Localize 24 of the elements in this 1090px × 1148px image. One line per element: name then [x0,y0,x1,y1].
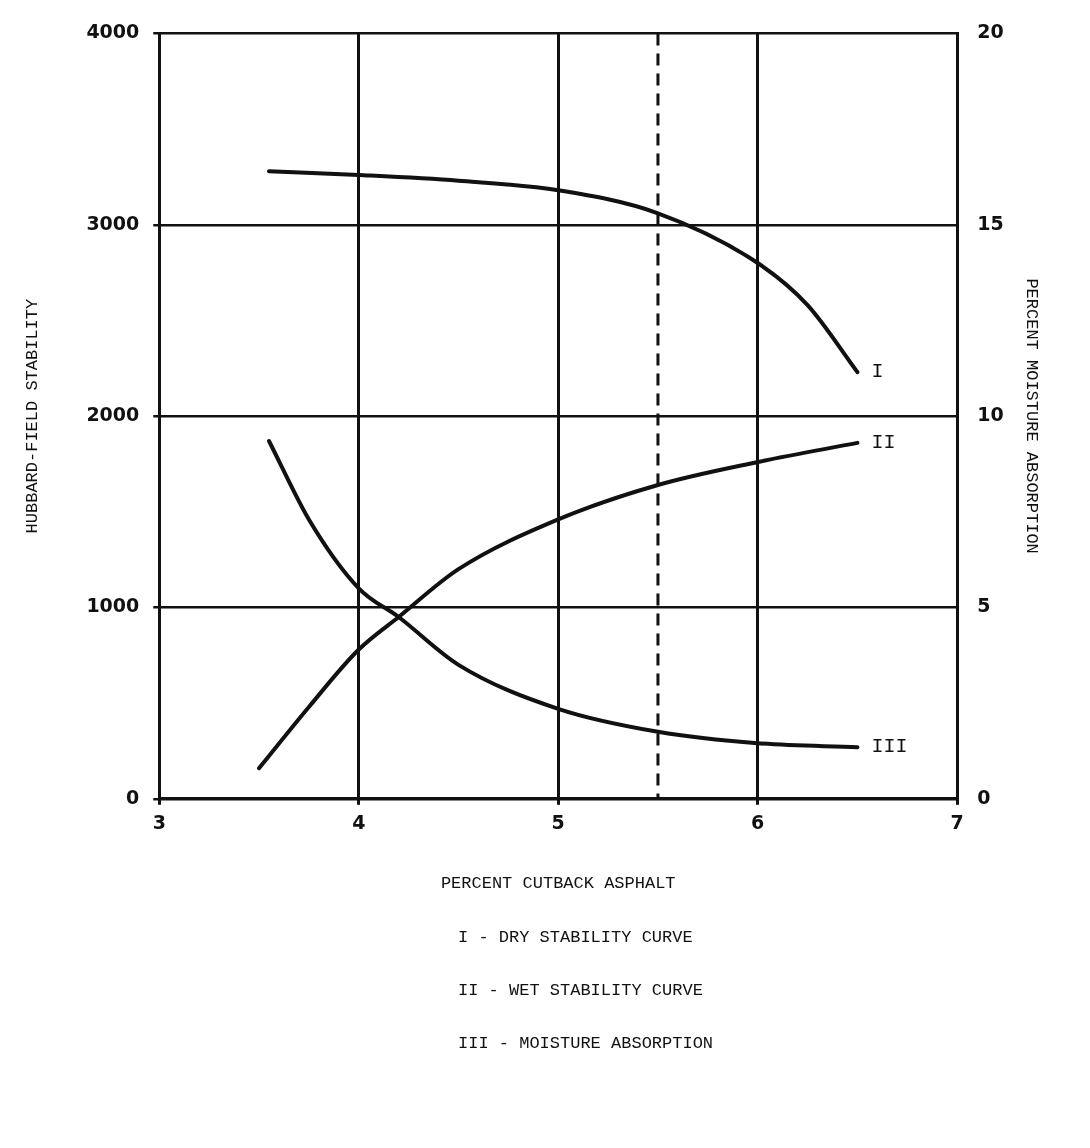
y2-axis-title: PERCENT MOISTURE ABSORPTION [1022,278,1042,554]
y2-tick-label: 5 [977,594,991,617]
y-tick-label: 2000 [86,403,140,426]
series-label: III [871,735,908,759]
text: I - DRY STABILITY CURVE [458,928,694,947]
y-tick-label: 4000 [86,20,140,43]
y2-tick-label: 10 [977,403,1004,426]
x-tick-label: 4 [352,811,366,834]
x-tick-label: 7 [950,811,964,834]
x-tick-label: 5 [551,811,565,834]
series-label: I [871,360,884,384]
text: II - WET STABILITY CURVE [458,981,704,1000]
x-tick-label: 3 [152,811,166,834]
x-tick-label: 6 [751,811,765,834]
text: III - MOISTURE ABSORPTION [458,1034,715,1053]
y2-tick-label: 15 [977,211,1004,234]
series-label: II [871,431,896,455]
y-tick-label: 3000 [86,211,140,234]
x-axis-title: PERCENT CUTBACK ASPHALT [440,874,676,894]
y-tick-label: 1000 [86,594,140,617]
y2-tick-label: 20 [977,20,1004,43]
y-tick-label: 0 [126,785,140,808]
y2-tick-label: 0 [977,785,991,808]
y-axis-title: HUBBARD-FIELD STABILITY [22,298,42,534]
